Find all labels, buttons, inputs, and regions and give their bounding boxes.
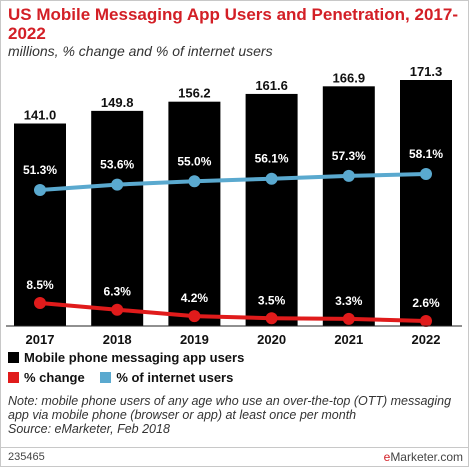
bar-value-label-2020: 161.6 (255, 78, 288, 93)
legend-swatch-bars (8, 352, 19, 363)
category-label-2019: 2019 (180, 332, 209, 347)
change-label-2019: 4.2% (181, 291, 209, 305)
share-line (39, 172, 427, 192)
category-label-2020: 2020 (257, 332, 286, 347)
share-point-2018 (111, 178, 124, 191)
legend-item-bars: Mobile phone messaging app users (8, 350, 244, 365)
chart-title: US Mobile Messaging App Users and Penetr… (8, 5, 458, 43)
legend-item-share: % of internet users (100, 370, 233, 385)
bar-2020 (245, 93, 298, 326)
change-label-2020: 3.5% (258, 293, 286, 307)
footnote: Note: mobile phone users of any age who … (8, 394, 463, 436)
change-point-2019 (188, 310, 201, 323)
legend-row-1: Mobile phone messaging app users (8, 350, 256, 366)
chart-id: 235465 (8, 451, 45, 463)
source-text: Source: eMarketer, Feb 2018 (8, 422, 170, 436)
share-point-2021 (342, 169, 355, 182)
bar-value-label-2021: 166.9 (333, 70, 366, 85)
change-label-2021: 3.3% (335, 294, 363, 308)
change-label-2022: 2.6% (412, 296, 440, 310)
legend-label-change: % change (24, 370, 85, 385)
chart-subtitle: millions, % change and % of internet use… (8, 43, 273, 59)
change-point-2022 (420, 315, 432, 327)
change-line (39, 301, 427, 323)
change-point-2021 (342, 312, 355, 325)
bar-2017 (14, 123, 66, 326)
change-point-2020 (265, 312, 278, 325)
share-label-2022: 58.1% (409, 147, 443, 161)
footnote-text: Note: mobile phone users of any age who … (8, 394, 452, 422)
legend-swatch-share (100, 372, 112, 383)
share-point-2020 (265, 172, 278, 185)
share-label-2017: 51.3% (23, 163, 57, 177)
bar-2019 (168, 101, 221, 326)
change-point-2017 (34, 297, 46, 309)
share-label-2018: 53.6% (100, 158, 134, 172)
share-point-2019 (188, 175, 201, 188)
bar-value-label-2022: 171.3 (410, 64, 443, 79)
category-label-2022: 2022 (412, 332, 441, 347)
category-label-2017: 2017 (26, 332, 55, 347)
change-label-2017: 8.5% (26, 278, 54, 292)
legend-swatch-change (8, 372, 19, 383)
bar-2018 (91, 110, 144, 326)
chart-plot: 141.0 2017 149.8 2018 156.2 2019 161.6 2020 166.… (6, 64, 462, 347)
category-label-2021: 2021 (334, 332, 363, 347)
bar-value-label-2018: 149.8 (101, 95, 134, 110)
share-point-2017 (34, 184, 46, 196)
bar-value-label-2017: 141.0 (24, 108, 57, 123)
change-point-2018 (111, 303, 124, 316)
bar-value-label-2019: 156.2 (178, 86, 211, 101)
share-label-2021: 57.3% (332, 149, 366, 163)
share-label-2020: 56.1% (255, 152, 289, 166)
category-label-2018: 2018 (103, 332, 132, 347)
legend-row-2: % change % of internet users (8, 370, 245, 386)
change-label-2018: 6.3% (104, 285, 132, 299)
bar-2021 (322, 86, 375, 326)
legend-item-change: % change (8, 370, 85, 385)
share-label-2019: 55.0% (177, 154, 211, 168)
bar-2022 (400, 80, 452, 326)
legend-label-share: % of internet users (116, 370, 234, 385)
legend-label-bars: Mobile phone messaging app users (24, 350, 245, 365)
brand-logo: eMarketer.com (383, 450, 463, 464)
footer-divider (0, 447, 469, 448)
share-point-2022 (420, 168, 432, 180)
